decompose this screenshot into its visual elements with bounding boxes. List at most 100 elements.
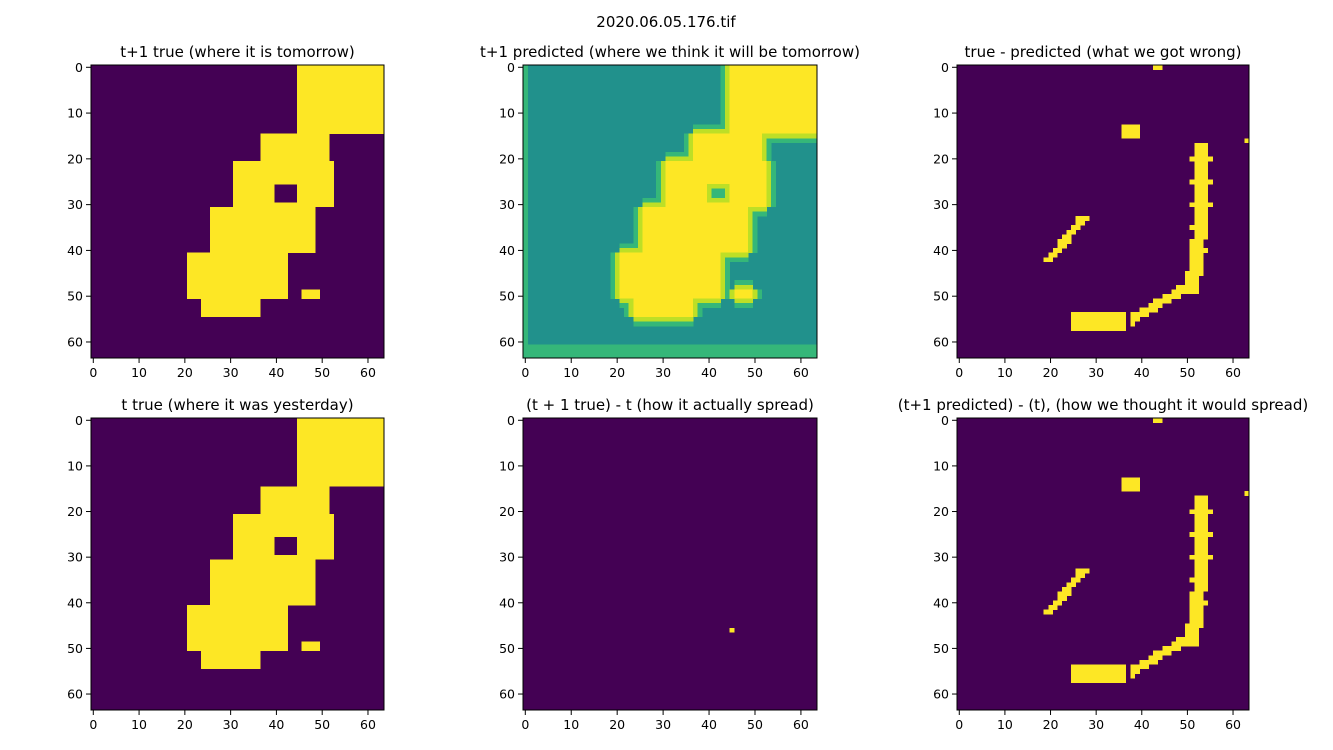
heatmap-cell (269, 229, 275, 235)
heatmap-cell (647, 289, 652, 295)
heatmap-cell (706, 179, 712, 185)
heatmap-cell (264, 147, 270, 153)
subplot-1: t+1 true (where it is tomorrow)0 10 20 30 40… (67, 43, 385, 380)
heatmap-cell (329, 161, 334, 167)
heatmap-cell (711, 197, 717, 203)
heatmap-cell (766, 129, 772, 134)
heatmap-cell (679, 284, 685, 290)
heatmap-cell (679, 193, 685, 199)
heatmap-cell (306, 87, 312, 93)
heatmap-cell (315, 459, 321, 464)
heatmap-cell (780, 119, 786, 125)
heatmap-cell (711, 243, 717, 249)
heatmap-cell (264, 618, 270, 624)
heatmap-cell (1194, 600, 1200, 606)
heatmap-cell (656, 280, 662, 286)
heatmap-cell (660, 197, 666, 203)
heatmap-cell (692, 161, 698, 167)
heatmap-cell (232, 184, 238, 189)
heatmap-cell (725, 74, 731, 80)
heatmap-cell (255, 637, 261, 642)
heatmap-cell (656, 216, 662, 221)
heatmap-cell (771, 348, 776, 354)
heatmap-cell (232, 234, 238, 240)
heatmap-cell (1189, 257, 1195, 263)
x-tick-label: 10 (997, 365, 1013, 380)
heatmap-cell (251, 225, 257, 231)
heatmap-cell (264, 243, 270, 249)
heatmap-cell (582, 353, 588, 359)
heatmap-cell (361, 459, 366, 464)
heatmap-cell (324, 445, 330, 451)
heatmap-cell (789, 101, 795, 107)
heatmap-cell (637, 229, 643, 235)
heatmap-cell (246, 632, 252, 638)
heatmap-cell (251, 220, 257, 226)
heatmap-cell (720, 225, 726, 231)
heatmap-cell (251, 577, 257, 583)
heatmap-cell (706, 138, 712, 144)
heatmap-cell (210, 641, 215, 647)
heatmap-cell (246, 600, 252, 606)
heatmap-cell (642, 248, 648, 254)
heatmap-cell (711, 151, 717, 157)
heatmap-cell (729, 252, 735, 258)
heatmap-cell (637, 344, 643, 350)
heatmap-cell (780, 83, 786, 89)
heatmap-cell (702, 206, 708, 212)
heatmap-cell (310, 449, 316, 455)
heatmap-cell (743, 193, 749, 199)
heatmap-cell (771, 83, 776, 89)
heatmap-cell (771, 124, 776, 130)
x-tick-label: 20 (609, 717, 625, 732)
heatmap-cell (656, 206, 662, 212)
heatmap-cell (656, 193, 662, 199)
heatmap-cell (361, 92, 366, 98)
heatmap-cell (637, 348, 643, 354)
heatmap-cell (748, 115, 753, 121)
heatmap-cell (269, 234, 275, 240)
heatmap-cell (633, 220, 639, 226)
heatmap-cell (319, 422, 325, 428)
heatmap-cell (219, 573, 225, 578)
heatmap-cell (342, 445, 348, 451)
heatmap-cell (1116, 316, 1122, 322)
heatmap-cell (223, 609, 229, 615)
heatmap-cell (242, 650, 247, 656)
heatmap-cell (232, 193, 238, 199)
heatmap-cell (720, 229, 726, 235)
heatmap-cell (214, 298, 220, 304)
heatmap-cell (187, 275, 193, 281)
y-tick-label: 30 (67, 550, 83, 565)
heatmap-cell (342, 110, 348, 116)
heatmap-cell (738, 234, 744, 240)
heatmap-cell (1194, 289, 1200, 295)
heatmap-cell (187, 637, 193, 642)
heatmap-cell (679, 261, 685, 267)
heatmap-cell (278, 522, 284, 528)
heatmap-cell (237, 298, 243, 304)
heatmap-cell (761, 129, 767, 134)
heatmap-cell (278, 527, 284, 533)
heatmap-cell (287, 179, 293, 185)
heatmap-cell (1203, 518, 1209, 524)
heatmap-cell (729, 220, 735, 226)
heatmap-cell (264, 609, 270, 615)
heatmap-cell (342, 78, 348, 84)
heatmap-cell (1125, 129, 1131, 134)
heatmap-cell (251, 591, 257, 597)
heatmap-cell (232, 165, 238, 171)
heatmap-cell (297, 156, 302, 162)
heatmap-cell (752, 110, 758, 116)
heatmap-cell (761, 124, 767, 130)
heatmap-cell (306, 174, 312, 180)
heatmap-cell (789, 353, 795, 359)
heatmap-cell (301, 101, 307, 107)
heatmap-cell (743, 129, 749, 134)
heatmap-cell (1203, 509, 1209, 515)
heatmap-cell (237, 605, 243, 610)
heatmap-cell (697, 211, 703, 217)
heatmap-cell (1166, 650, 1172, 656)
heatmap-cell (310, 436, 316, 442)
heatmap-cell (738, 129, 744, 134)
